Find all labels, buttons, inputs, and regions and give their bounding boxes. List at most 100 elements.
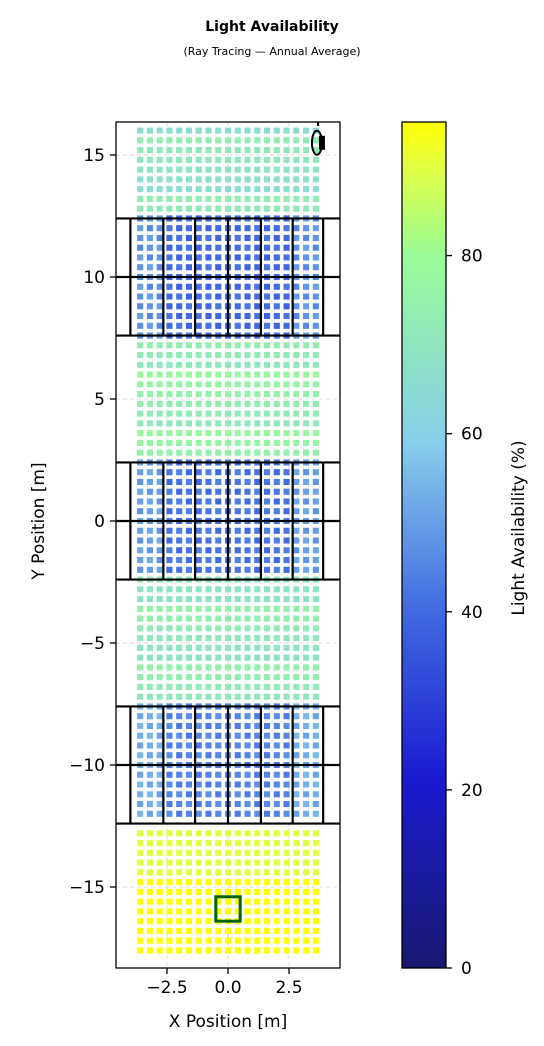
light-cell (244, 800, 251, 808)
light-cell (303, 556, 310, 564)
light-cell (137, 722, 144, 730)
light-cell (254, 430, 261, 437)
light-cell (234, 234, 241, 242)
light-cell (156, 176, 163, 183)
light-cell (146, 508, 153, 515)
light-cell (176, 205, 183, 212)
light-cell (293, 752, 300, 759)
light-cell (156, 254, 163, 261)
light-cell (215, 430, 222, 437)
light-cell (263, 342, 271, 349)
light-cell (273, 566, 280, 573)
light-cell (166, 713, 173, 720)
light-cell (263, 430, 271, 437)
light-cell (254, 800, 261, 808)
light-cell (176, 195, 183, 202)
light-cell (185, 849, 193, 856)
light-cell (244, 225, 251, 232)
light-cell (244, 605, 251, 612)
light-cell (137, 381, 144, 388)
colorbar-tick-label: 80 (461, 247, 483, 267)
light-cell (244, 537, 251, 544)
light-cell (263, 303, 271, 310)
light-cell (303, 654, 310, 661)
light-cell (215, 137, 222, 144)
light-cell (146, 234, 153, 242)
light-cell (303, 293, 310, 300)
light-cell (234, 849, 241, 856)
light-cell (283, 937, 290, 944)
light-cell (156, 391, 163, 398)
light-cell (176, 869, 183, 876)
light-cell (176, 381, 183, 388)
light-cell (254, 547, 261, 554)
light-cell (303, 742, 310, 749)
light-cell (205, 625, 212, 632)
light-cell (224, 410, 232, 417)
light-cell (146, 430, 153, 437)
light-cell (205, 586, 212, 593)
light-cell (166, 722, 173, 730)
light-cell (254, 810, 261, 817)
light-cell (146, 449, 153, 456)
light-cell (137, 644, 144, 651)
light-cell (215, 742, 222, 749)
light-cell (215, 615, 222, 622)
light-cell (195, 547, 202, 554)
light-cell (205, 322, 212, 329)
light-cell (273, 508, 280, 515)
light-cell (254, 713, 261, 720)
light-cell (312, 635, 319, 642)
light-cell (263, 879, 271, 886)
light-cell (166, 186, 173, 193)
light-cell (244, 674, 251, 681)
light-cell (137, 908, 144, 915)
light-cell (137, 742, 144, 749)
light-cell (185, 664, 193, 671)
light-cell (137, 586, 144, 593)
light-cell (195, 693, 202, 700)
light-cell (224, 683, 232, 690)
x-tick-label: 0.0 (214, 978, 241, 998)
light-cell (195, 898, 202, 905)
light-cell (185, 859, 193, 866)
light-cell (215, 205, 222, 212)
light-cell (156, 781, 163, 788)
light-cell (234, 547, 241, 554)
light-cell (312, 361, 319, 368)
light-cell (283, 195, 290, 202)
chart-title: Light Availability (205, 19, 339, 35)
light-cell (254, 420, 261, 427)
light-cell (244, 742, 251, 749)
light-cell (293, 810, 300, 817)
light-cell (273, 927, 280, 934)
light-cell (215, 342, 222, 349)
light-cell (283, 810, 290, 817)
light-cell (244, 644, 251, 651)
light-cell (156, 547, 163, 554)
light-cell (156, 137, 163, 144)
light-cell (176, 654, 183, 661)
light-cell (156, 322, 163, 329)
light-cell (312, 615, 319, 622)
light-cell (195, 888, 202, 895)
light-cell (283, 254, 290, 261)
light-cell (166, 420, 173, 427)
light-cell (176, 947, 183, 954)
light-cell (254, 147, 261, 154)
light-cell (273, 322, 280, 329)
light-cell (263, 371, 271, 378)
light-cell (166, 293, 173, 300)
light-cell (312, 166, 319, 173)
light-cell (166, 781, 173, 788)
light-cell (215, 469, 222, 476)
light-cell (156, 791, 163, 798)
light-cell (146, 391, 153, 398)
light-cell (224, 147, 232, 154)
light-cell (263, 400, 271, 407)
light-cell (293, 927, 300, 934)
light-cell (263, 176, 271, 183)
light-cell (176, 303, 183, 310)
y-tick-label: −5 (80, 634, 105, 654)
light-cell (293, 683, 300, 690)
